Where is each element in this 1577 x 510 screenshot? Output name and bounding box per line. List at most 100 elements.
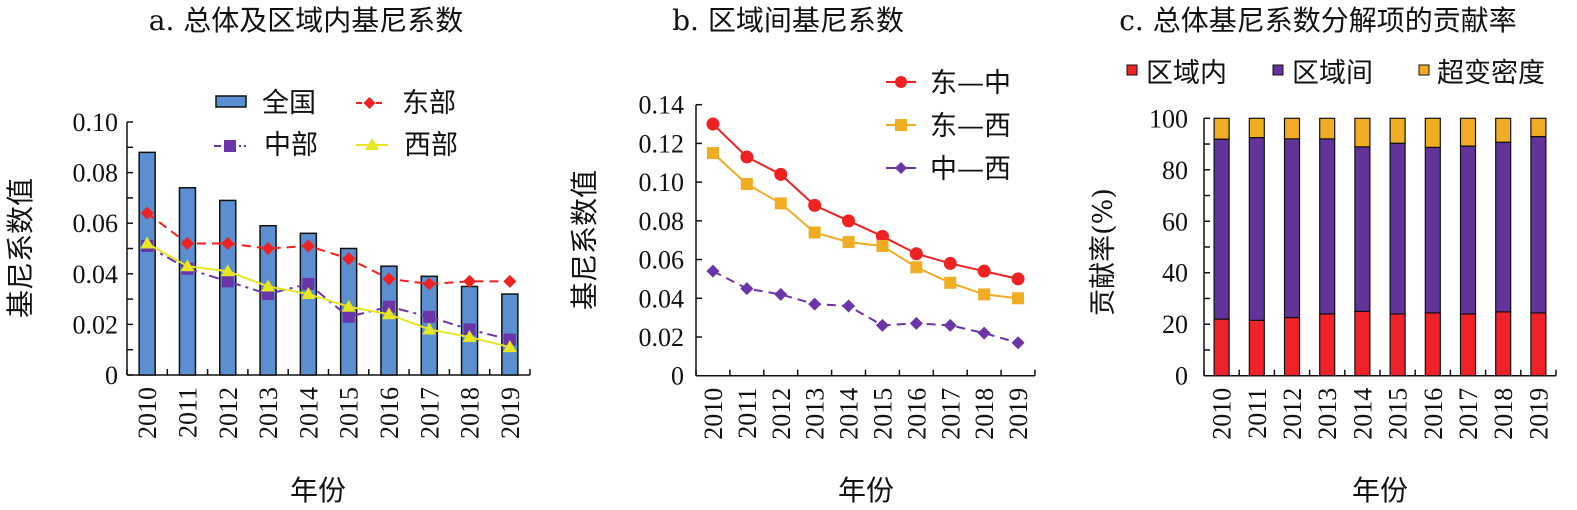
point-east-west <box>910 261 923 274</box>
point-east-central <box>706 117 720 131</box>
point-west <box>422 322 437 335</box>
x-tick-label: 2015 <box>335 387 364 439</box>
bar-national <box>299 232 318 376</box>
y-tick-label: 0 <box>671 362 684 391</box>
chart-c-title: c. 总体基尼系数分解项的贡献率 <box>1119 4 1516 37</box>
x-tick-label: 2019 <box>1004 388 1033 440</box>
bar-segment-transvariation <box>1459 117 1477 147</box>
line-west <box>146 242 511 349</box>
point-east <box>342 252 356 266</box>
bar-segment-intra <box>1424 312 1441 377</box>
x-tick-label: 2011 <box>733 388 762 439</box>
point-east-central <box>740 150 754 164</box>
bar-segment-inter <box>1354 146 1371 312</box>
point-central-west <box>977 326 991 340</box>
point-central-west <box>808 297 822 311</box>
legend-swatch-national <box>215 95 247 108</box>
bar-segment-intra <box>1495 311 1512 377</box>
point-east-central <box>808 198 822 212</box>
point-west <box>502 340 517 353</box>
y-tick-label: 20 <box>1162 310 1188 339</box>
chart-b: b. 区域间基尼系数 0 0.02 0.04 0.06 0.08 0.10 0.12 0.14… <box>568 4 1036 507</box>
bar-segment-transvariation <box>1424 117 1441 148</box>
legend-swatch-transvariation <box>1418 64 1430 76</box>
bar-national <box>259 224 277 376</box>
x-tick-label: 2017 <box>936 388 965 440</box>
point-east-central <box>909 247 923 261</box>
legend-label-central-west: 中—西 <box>930 154 1011 185</box>
y-tick-label: 0.10 <box>639 168 685 197</box>
legend-marker-east <box>363 97 376 109</box>
x-tick-label: 2019 <box>496 387 525 439</box>
bar-segment-transvariation <box>1213 117 1230 140</box>
point-east-central <box>1011 272 1025 286</box>
point-east-central <box>842 214 856 228</box>
line-east-west <box>712 152 1019 300</box>
point-central-west <box>1011 336 1025 350</box>
y-tick-label: 60 <box>1162 207 1188 236</box>
bar-segment-inter <box>1248 137 1265 321</box>
point-east-central <box>977 264 991 278</box>
y-tick-label: 100 <box>1149 104 1188 133</box>
x-tick-label: 2012 <box>214 387 243 439</box>
point-east-west <box>944 276 957 289</box>
chart-a-ylabel: 基尼系数值 <box>4 178 37 318</box>
line-east <box>146 212 510 285</box>
legend-label-central: 中部 <box>264 130 318 161</box>
point-east <box>503 274 517 288</box>
y-tick-label: 0.04 <box>73 260 119 289</box>
x-tick-label: 2011 <box>1243 388 1272 439</box>
chart-a: a. 总体及区域内基尼系数 0 0.02 0.04 0.06 0.08 0.10 2010 2… <box>4 4 531 507</box>
bar-segment-transvariation <box>1354 117 1371 148</box>
y-tick-label: 0.02 <box>73 310 119 339</box>
bar-national <box>178 187 197 376</box>
x-tick-label: 2016 <box>902 388 931 440</box>
point-central-west <box>774 287 788 301</box>
bar-segment-intra <box>1248 319 1265 377</box>
legend-marker-east-central <box>895 76 907 88</box>
bar-national <box>138 151 156 376</box>
bar-segment-intra <box>1354 310 1371 377</box>
chart-c-ylabel: 贡献率(%) <box>1088 188 1119 316</box>
bar-segment-transvariation <box>1283 117 1301 140</box>
x-tick-label: 2017 <box>415 387 444 439</box>
bar-national <box>380 265 398 376</box>
point-central-west <box>706 264 720 278</box>
y-tick-label: 80 <box>1162 156 1188 185</box>
x-tick-label: 2011 <box>173 387 202 438</box>
bar-segment-inter <box>1530 135 1547 314</box>
y-tick-label: 40 <box>1162 259 1188 288</box>
legend-label-west: 西部 <box>404 130 458 161</box>
legend-label-east: 东部 <box>402 88 456 119</box>
bar-segment-transvariation <box>1319 117 1336 140</box>
x-tick-label: 2012 <box>1278 388 1307 440</box>
bar-segment-inter <box>1459 145 1477 315</box>
point-central <box>342 310 355 323</box>
x-tick-label: 2014 <box>835 388 864 440</box>
chart-b-legend: 东—中 东—西 中—西 <box>886 68 1011 185</box>
legend-label-inter: 区域间 <box>1292 58 1373 89</box>
legend-label-transvariation: 超变密度 <box>1437 58 1545 89</box>
chart-b-title: b. 区域间基尼系数 <box>672 4 904 37</box>
point-east-west <box>876 240 889 253</box>
bar-segment-intra <box>1530 312 1547 377</box>
bar-segment-intra <box>1319 313 1336 377</box>
legend-label-east-central: 东—中 <box>930 68 1011 99</box>
legend-swatch-intra <box>1126 64 1138 76</box>
point-east <box>221 236 235 250</box>
bar-national <box>219 199 237 376</box>
point-central <box>302 277 315 290</box>
legend-marker-central <box>224 140 236 152</box>
x-tick-label: 2012 <box>767 388 796 440</box>
x-tick-label: 2010 <box>699 388 728 440</box>
bar-segment-inter <box>1213 138 1230 320</box>
point-central-west <box>909 316 923 330</box>
point-central-west <box>943 318 957 332</box>
chart-c-legend: 区域内 区域间 超变密度 <box>1126 58 1545 89</box>
point-central <box>463 323 476 336</box>
point-east-west <box>774 197 787 210</box>
x-tick-label: 2016 <box>375 387 404 439</box>
point-east-west <box>978 288 991 301</box>
point-west <box>301 287 316 300</box>
